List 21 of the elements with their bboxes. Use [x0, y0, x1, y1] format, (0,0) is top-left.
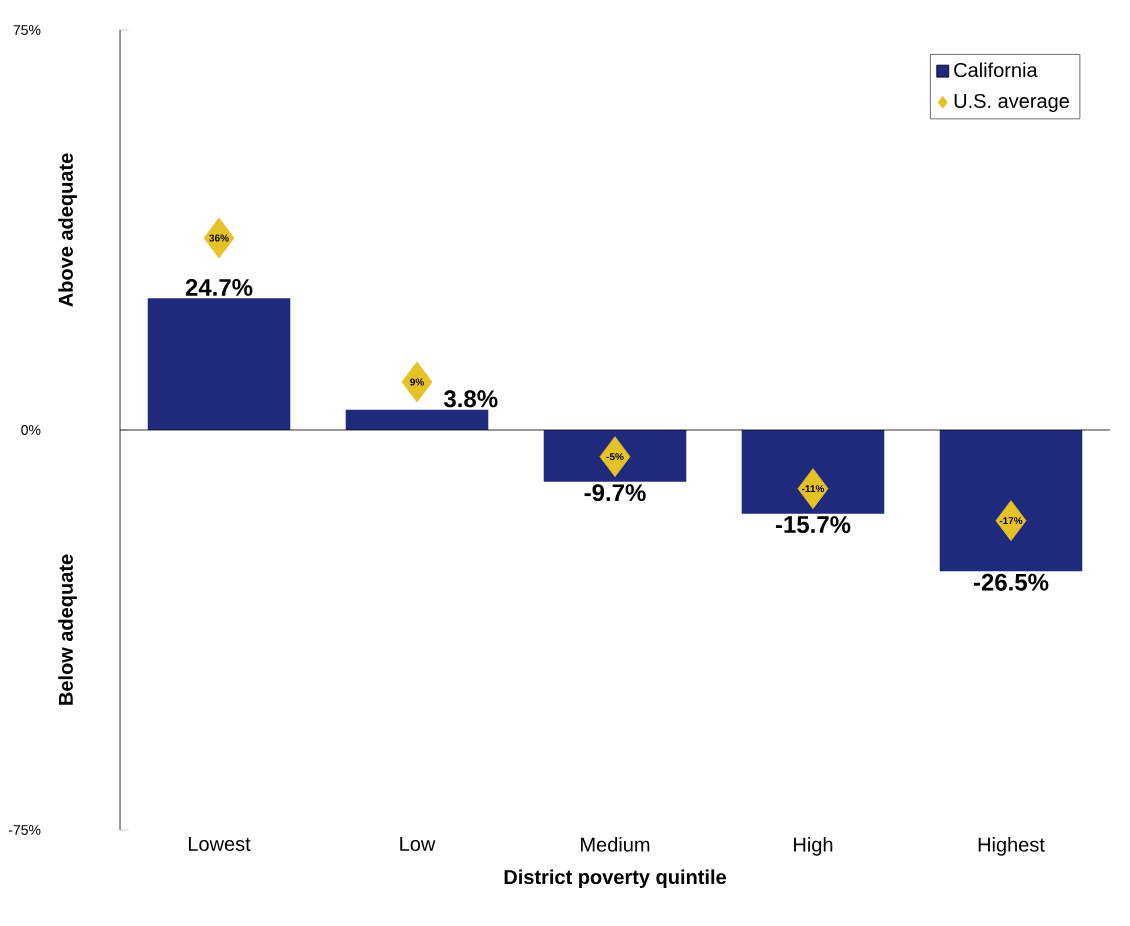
x-tick-label: Highest: [978, 837, 1045, 856]
bar: [543, 429, 687, 482]
point: [401, 361, 433, 403]
data-label: 3.8%: [443, 390, 498, 408]
x-axis-title: District poverty quintile: [504, 869, 726, 889]
legend-label: California: [954, 62, 1038, 78]
data-label: -9.7%: [584, 484, 646, 502]
data-label: -15.7%: [775, 516, 851, 534]
x-tick-label: Low: [400, 837, 436, 851]
x-tick-label: Medium: [581, 837, 650, 852]
legend-label: U.S. average: [954, 93, 1069, 112]
data-label: 24.7%: [185, 278, 253, 296]
x-tick-label: High: [794, 837, 833, 856]
bar: [741, 429, 885, 514]
bar: [939, 429, 1083, 572]
data-label: -26.5%: [973, 573, 1049, 591]
bar: [147, 298, 291, 430]
bar: [345, 409, 489, 430]
x-tick-label: Lowest: [188, 837, 251, 851]
text: Below adequate: [58, 554, 77, 705]
text: Above adequate: [58, 153, 77, 307]
